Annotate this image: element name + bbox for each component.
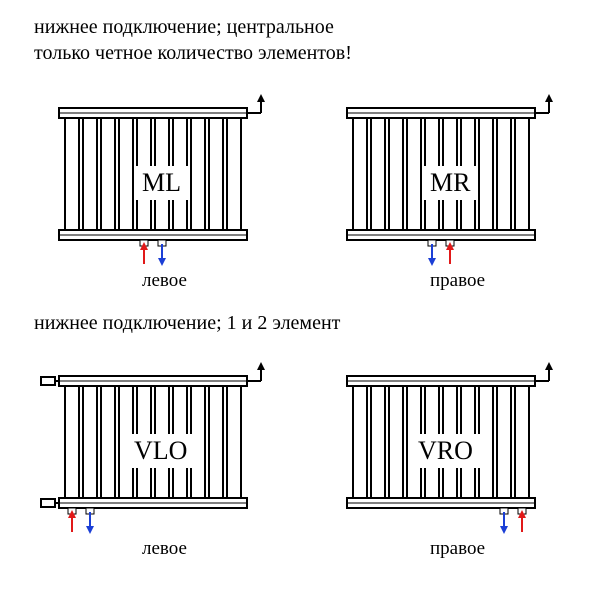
sublabel-ml: левое bbox=[142, 270, 187, 292]
diagram-ml: ML левое bbox=[38, 80, 268, 290]
diagram-vlo: VLO левое bbox=[38, 348, 268, 558]
heading-top: нижнее подключение; центральноетолько че… bbox=[34, 14, 352, 66]
sublabel-vro: правое bbox=[430, 538, 485, 560]
code-vlo: VLO bbox=[126, 434, 195, 468]
sublabel-vlo: левое bbox=[142, 538, 187, 560]
sublabel-mr: правое bbox=[430, 270, 485, 292]
code-ml: ML bbox=[134, 166, 189, 200]
diagram-vro: VRO правое bbox=[326, 348, 556, 558]
code-mr: MR bbox=[422, 166, 478, 200]
heading-bottom: нижнее подключение; 1 и 2 элемент bbox=[34, 310, 340, 336]
diagram-mr: MR правое bbox=[326, 80, 556, 290]
code-vro: VRO bbox=[410, 434, 481, 468]
